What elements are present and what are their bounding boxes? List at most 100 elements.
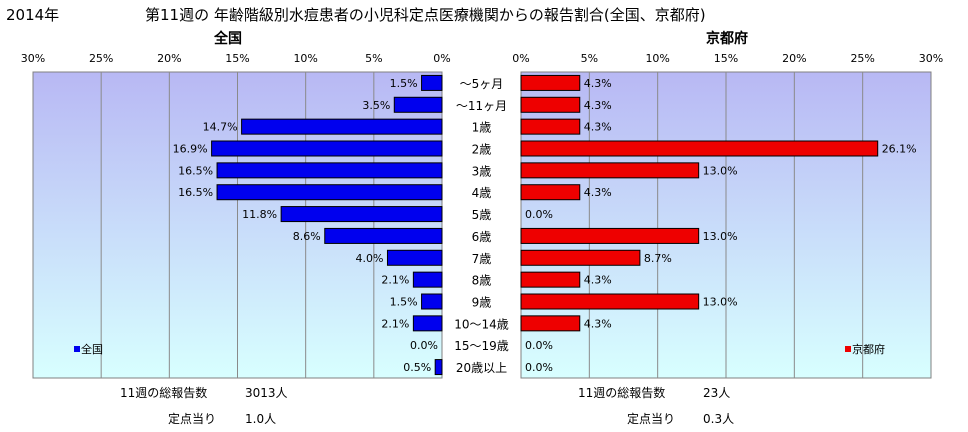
data-label-kyoto: 4.3% [584, 99, 612, 112]
legend-swatch-kyoto [845, 346, 851, 352]
right-tick-label: 20% [782, 52, 806, 65]
left-per-label: 定点当り [168, 411, 216, 426]
data-labels: 1.5% 4.3% 3.5% 4.3% 14.7% 4.3% 16.9% 26.1% 16.5%… [173, 77, 917, 374]
axis-ticks: 30% 25% 20% 15% 10% 5% 0% 0% 5% 10% 15% 20% 25% 30% [21, 52, 943, 65]
legend-kyoto: 京都府 [852, 342, 885, 356]
left-tick-label: 0% [433, 52, 450, 65]
chart-title: 第11週の 年齢階級別水痘患者の小児科定点医療機関からの報告割合(全国、京都府) [145, 6, 706, 24]
left-tick-label: 5% [365, 52, 382, 65]
left-tick-label: 25% [89, 52, 113, 65]
right-total-value: 23人 [703, 386, 730, 400]
data-label-national: 4.0% [356, 252, 384, 265]
bar-kyoto [520, 315, 581, 332]
right-tick-label: 10% [645, 52, 669, 65]
category-label: 10〜14歳 [454, 317, 509, 331]
bar-kyoto [520, 74, 581, 91]
data-label-kyoto: 4.3% [584, 274, 612, 287]
data-label-kyoto: 0.0% [525, 208, 553, 221]
legend-swatch-national [74, 346, 80, 352]
bar-kyoto [520, 227, 700, 244]
bar-national [421, 74, 443, 91]
bar-kyoto [520, 140, 879, 157]
bar-national [216, 184, 443, 201]
category-label: 〜11ヶ月 [456, 99, 507, 113]
right-tick-label: 5% [581, 52, 598, 65]
grid-lines [100, 72, 864, 378]
category-label: 15〜19歳 [454, 339, 509, 353]
bar-kyoto [520, 184, 581, 201]
data-label-kyoto: 4.3% [584, 77, 612, 90]
left-panel-title: 全国 [213, 30, 242, 47]
right-tick-label: 30% [919, 52, 943, 65]
bar-national [324, 227, 443, 244]
right-total-label: 11週の総報告数 [578, 385, 665, 400]
category-label: 4歳 [472, 186, 492, 200]
left-tick-label: 10% [293, 52, 317, 65]
bar-national [434, 359, 443, 376]
data-label-national: 11.8% [242, 208, 277, 221]
left-per-value: 1.0人 [245, 412, 276, 426]
bar-kyoto [520, 162, 700, 179]
left-total-value: 3013人 [245, 386, 288, 400]
bar-national [211, 140, 443, 157]
data-label-national: 8.6% [293, 230, 321, 243]
bar-kyoto [520, 249, 641, 266]
data-label-national: 16.9% [173, 143, 208, 156]
right-tick-label: 25% [850, 52, 874, 65]
data-label-kyoto: 8.7% [644, 252, 672, 265]
data-label-national: 2.1% [381, 317, 409, 330]
data-label-kyoto: 4.3% [584, 121, 612, 134]
category-labels: 〜5ヶ月〜11ヶ月 1歳 2歳 3歳 4歳 5歳 6歳 7歳 8歳 9歳 10〜14歳 15〜19歳 2… [454, 77, 509, 375]
data-label-national: 2.1% [381, 274, 409, 287]
left-total-label: 11週の総報告数 [120, 385, 207, 400]
left-tick-label: 30% [21, 52, 45, 65]
bar-kyoto [520, 271, 581, 288]
data-label-national: 1.5% [390, 296, 418, 309]
bar-national [241, 118, 443, 135]
category-label: 〜5ヶ月 [460, 77, 504, 91]
category-label: 2歳 [472, 143, 492, 157]
data-label-kyoto: 0.0% [525, 361, 553, 374]
bar-national [421, 293, 443, 310]
bar-national [393, 96, 443, 113]
category-label: 1歳 [472, 121, 492, 135]
data-label-national: 1.5% [390, 77, 418, 90]
left-tick-label: 15% [225, 52, 249, 65]
data-label-kyoto: 4.3% [584, 317, 612, 330]
right-panel-title: 京都府 [706, 30, 748, 47]
data-label-kyoto: 0.0% [525, 339, 553, 352]
data-label-national: 14.7% [203, 121, 238, 134]
right-per-label: 定点当り [627, 411, 675, 426]
data-label-kyoto: 4.3% [584, 186, 612, 199]
data-label-national: 0.5% [403, 361, 431, 374]
bar-national [412, 315, 443, 332]
bar-national [386, 249, 443, 266]
data-label-kyoto: 13.0% [703, 164, 738, 177]
bars [211, 74, 879, 376]
year-label: 2014年 [6, 6, 59, 24]
legend-national: 全国 [81, 342, 103, 356]
category-label: 20歳以上 [456, 361, 507, 375]
data-label-kyoto: 26.1% [882, 143, 917, 156]
category-label: 7歳 [472, 252, 492, 266]
category-label: 3歳 [472, 164, 492, 178]
bar-national [412, 271, 443, 288]
bar-national [280, 206, 443, 223]
right-tick-label: 0% [512, 52, 529, 65]
data-label-kyoto: 13.0% [703, 296, 738, 309]
category-label: 8歳 [472, 274, 492, 288]
left-tick-label: 20% [157, 52, 181, 65]
data-label-national: 16.5% [178, 186, 213, 199]
bar-national [216, 162, 443, 179]
right-per-value: 0.3人 [703, 412, 734, 426]
bar-kyoto [520, 96, 581, 113]
category-label: 6歳 [472, 230, 492, 244]
bar-kyoto [520, 293, 700, 310]
data-label-national: 0.0% [410, 339, 438, 352]
bar-kyoto [520, 118, 581, 135]
category-label: 9歳 [472, 296, 492, 310]
data-label-national: 3.5% [362, 99, 390, 112]
category-label: 5歳 [472, 208, 492, 222]
right-tick-label: 15% [714, 52, 738, 65]
